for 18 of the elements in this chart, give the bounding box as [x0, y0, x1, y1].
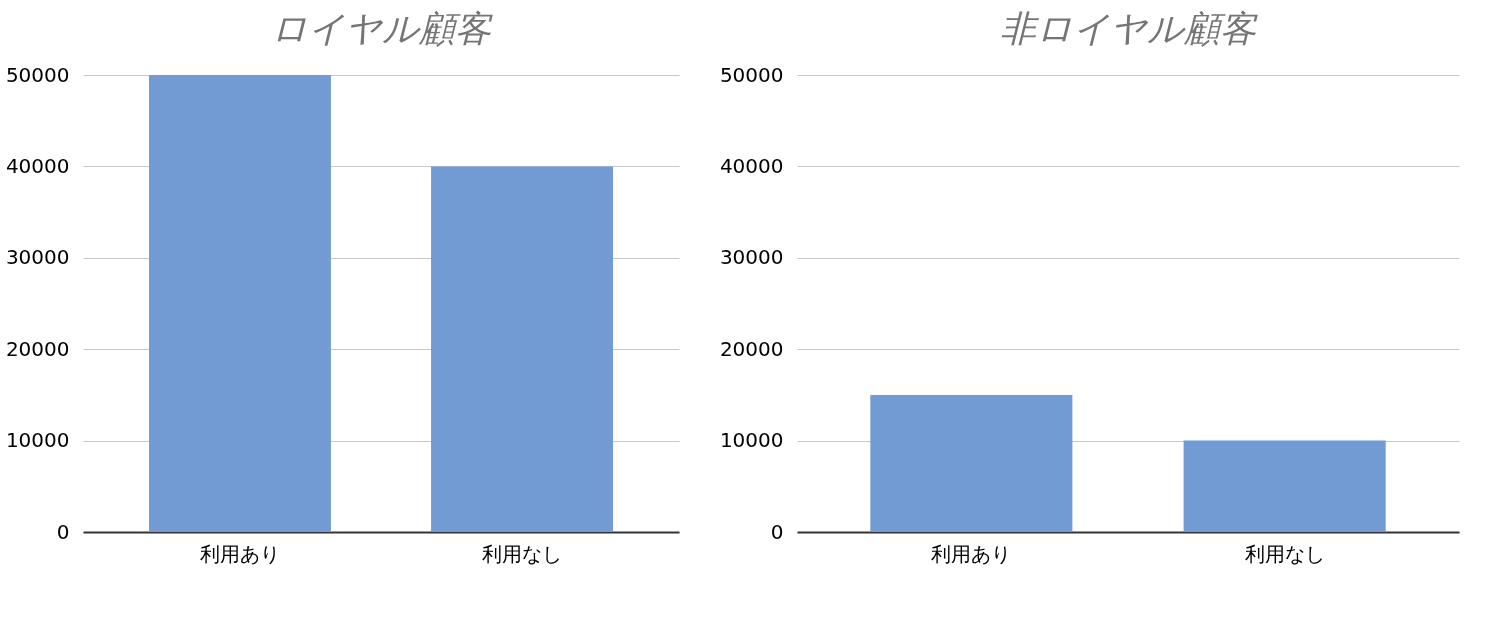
chart-title: ロイヤル顧客: [271, 8, 493, 49]
x-tick-label: 利用あり: [931, 541, 1012, 566]
y-tick-label: 20000: [5, 336, 70, 361]
y-tick-label: 50000: [719, 62, 784, 87]
y-tick-label: 20000: [719, 336, 784, 361]
y-tick-label: 40000: [719, 153, 784, 178]
y-tick-label: 0: [770, 519, 784, 544]
x-tick-label: 利用あり: [199, 541, 280, 566]
x-tick-label: 利用なし: [1244, 541, 1325, 566]
y-tick-label: 30000: [719, 245, 784, 270]
y-tick-label: 30000: [5, 245, 70, 270]
chart-title: 非ロイヤル顧客: [1000, 8, 1258, 49]
y-tick-label: 50000: [5, 62, 70, 87]
y-tick-label: 0: [56, 519, 70, 544]
x-tick-label: 利用なし: [482, 541, 563, 566]
y-tick-label: 10000: [5, 428, 70, 453]
y-tick-label: 40000: [5, 153, 70, 178]
y-tick-label: 10000: [719, 428, 784, 453]
